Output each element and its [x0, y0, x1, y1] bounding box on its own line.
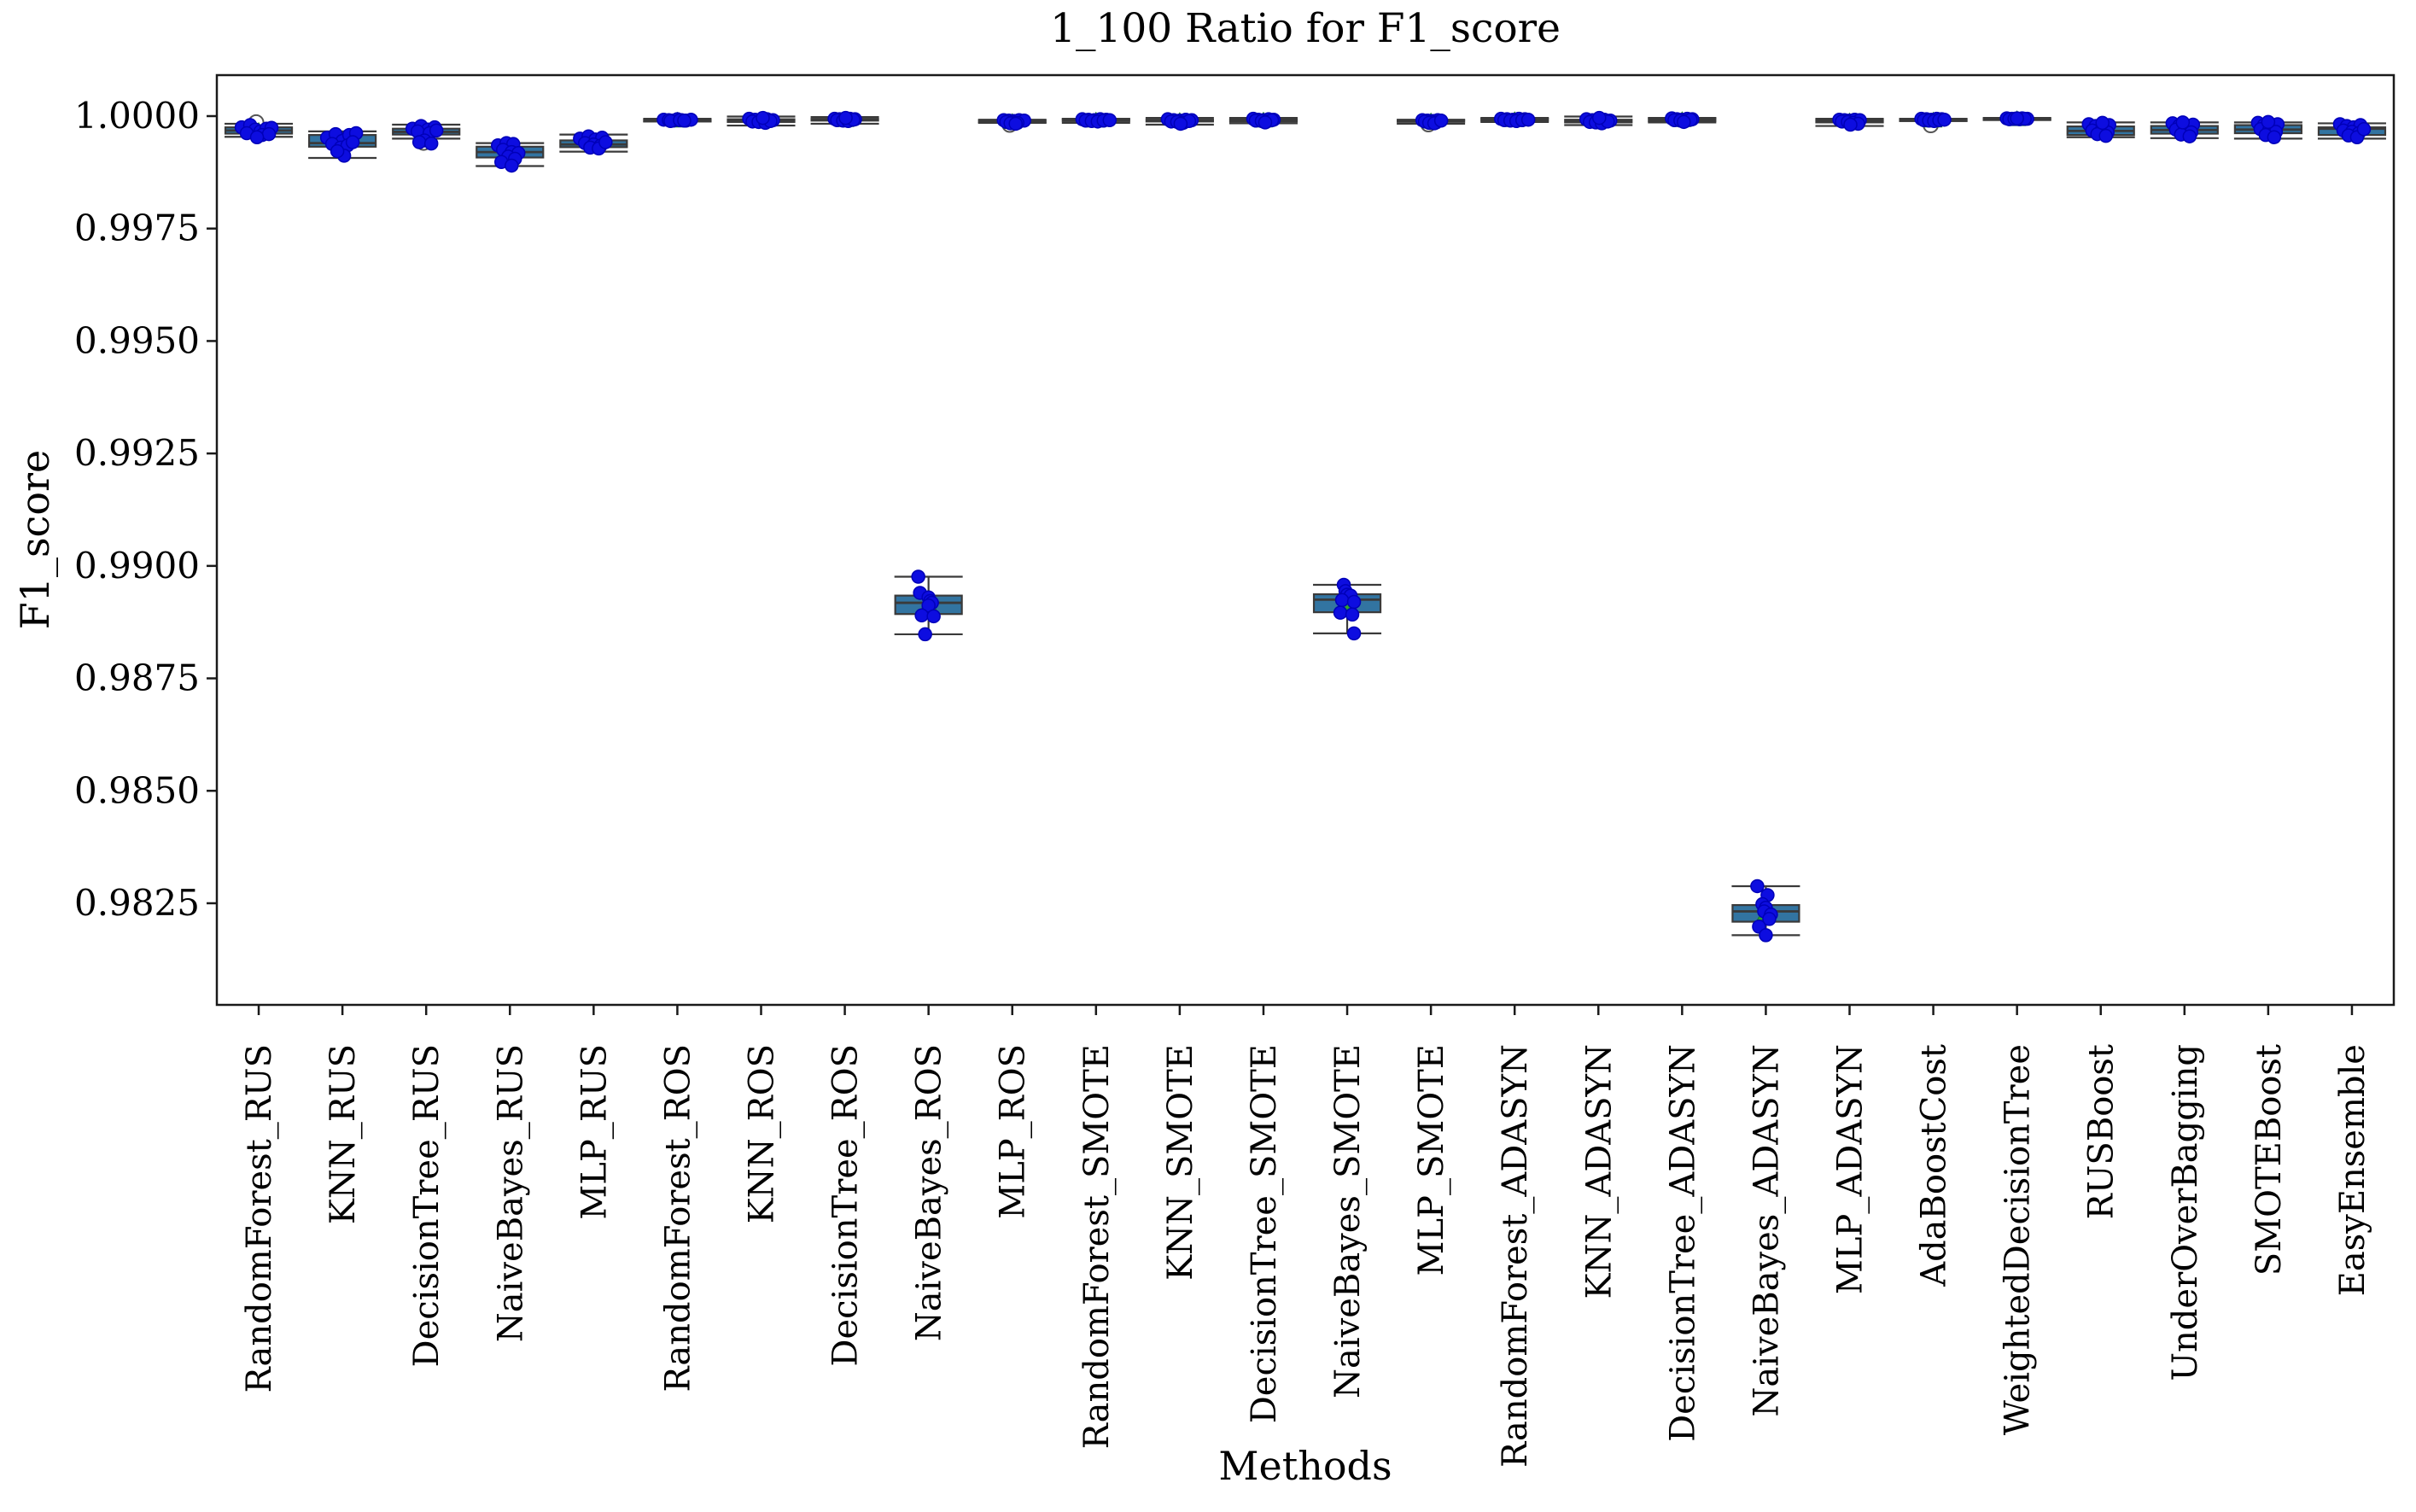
data-point [1520, 112, 1536, 127]
plot-border [215, 73, 2396, 1007]
data-point [1759, 928, 1773, 943]
x-tick-label: MLP_ADASYN [1831, 1044, 1870, 1294]
data-point [1677, 114, 1691, 130]
y-tick-label: 0.9825 [74, 882, 200, 924]
x-tick-label: AdaBoostCost [1915, 1044, 1954, 1287]
x-tick-label: MLP_ROS [994, 1044, 1033, 1219]
data-point [1333, 605, 1348, 620]
data-point [423, 136, 439, 151]
data-point [2261, 114, 2276, 130]
x-tick-label: WeightedDecisionTree [1999, 1044, 2038, 1435]
x-tick-label: EasyEnsemble [2333, 1044, 2372, 1296]
data-point [249, 130, 265, 145]
data-point [1258, 115, 1273, 130]
data-point [2098, 128, 2113, 143]
x-tick-label: MLP_SMOTE [1412, 1044, 1451, 1276]
data-point [918, 627, 932, 642]
data-point [2095, 115, 2110, 131]
data-point [914, 608, 929, 623]
x-tick-label: RandomForest_SMOTE [1077, 1044, 1117, 1449]
data-point [1102, 113, 1118, 127]
data-point [1346, 594, 1362, 610]
data-point [2010, 111, 2024, 126]
x-tick-label: KNN_ROS [743, 1044, 782, 1223]
x-tick-label: DecisionTree_RUS [407, 1044, 446, 1367]
data-point [911, 569, 925, 584]
x-tick-label: RUSBoost [2082, 1044, 2121, 1219]
x-tick-label: DecisionTree_SMOTE [1245, 1044, 1284, 1423]
data-point [677, 114, 692, 128]
y-tick-label: 0.9850 [74, 769, 200, 811]
x-tick-label: RandomForest_RUS [240, 1044, 279, 1393]
x-tick-label: MLP_RUS [575, 1044, 614, 1220]
x-tick-label: UnderOverBagging [2166, 1044, 2205, 1381]
x-tick-label: NaiveBayes_ROS [910, 1044, 949, 1341]
data-point [1750, 879, 1765, 894]
y-tick-label: 0.9975 [74, 207, 200, 249]
data-point [1433, 114, 1449, 128]
y-tick-label: 0.9875 [74, 657, 200, 699]
data-point [1937, 112, 1952, 127]
x-tick-label: KNN_RUS [324, 1044, 363, 1224]
y-tick-label: 0.9950 [74, 319, 200, 361]
data-point [2182, 129, 2197, 143]
data-point [345, 135, 360, 149]
data-point [756, 110, 770, 126]
x-tick-label: NaiveBayes_ADASYN [1747, 1044, 1786, 1417]
y-tick-label: 0.9900 [74, 545, 200, 587]
data-point [926, 609, 941, 624]
data-point [429, 123, 444, 138]
x-tick-label: RandomForest_ADASYN [1496, 1044, 1535, 1468]
y-tick-label: 0.9925 [74, 432, 200, 474]
chart-title: 1_100 Ratio for F1_score [1050, 5, 1561, 52]
x-tick-label: SMOTEBoost [2250, 1044, 2289, 1276]
data-point [261, 126, 277, 142]
data-point [2267, 130, 2282, 145]
data-point [1008, 116, 1023, 131]
data-point [2175, 115, 2191, 130]
data-point [1843, 117, 1858, 132]
data-point [2356, 122, 2372, 137]
data-point [1334, 593, 1350, 608]
x-tick-label: DecisionTree_ROS [826, 1044, 866, 1367]
data-point [838, 110, 853, 126]
x-tick-label: RandomForest_ROS [658, 1044, 697, 1392]
y-tick-label: 1.0000 [74, 95, 200, 137]
data-point [505, 158, 519, 173]
x-tick-label: KNN_ADASYN [1579, 1044, 1619, 1299]
data-point [411, 135, 427, 149]
x-tick-label: NaiveBayes_SMOTE [1328, 1044, 1368, 1398]
data-point [1762, 912, 1777, 926]
x-tick-label: NaiveBayes_RUS [491, 1044, 530, 1342]
data-point [330, 143, 345, 159]
data-point [1345, 607, 1360, 622]
x-axis-label: Methods [1218, 1443, 1392, 1489]
x-tick-label: DecisionTree_ADASYN [1663, 1044, 1702, 1442]
data-point [1173, 116, 1188, 131]
x-tick-label: KNN_SMOTE [1161, 1044, 1200, 1281]
data-point [1592, 110, 1607, 126]
data-point [598, 135, 613, 149]
data-point [1346, 626, 1362, 641]
